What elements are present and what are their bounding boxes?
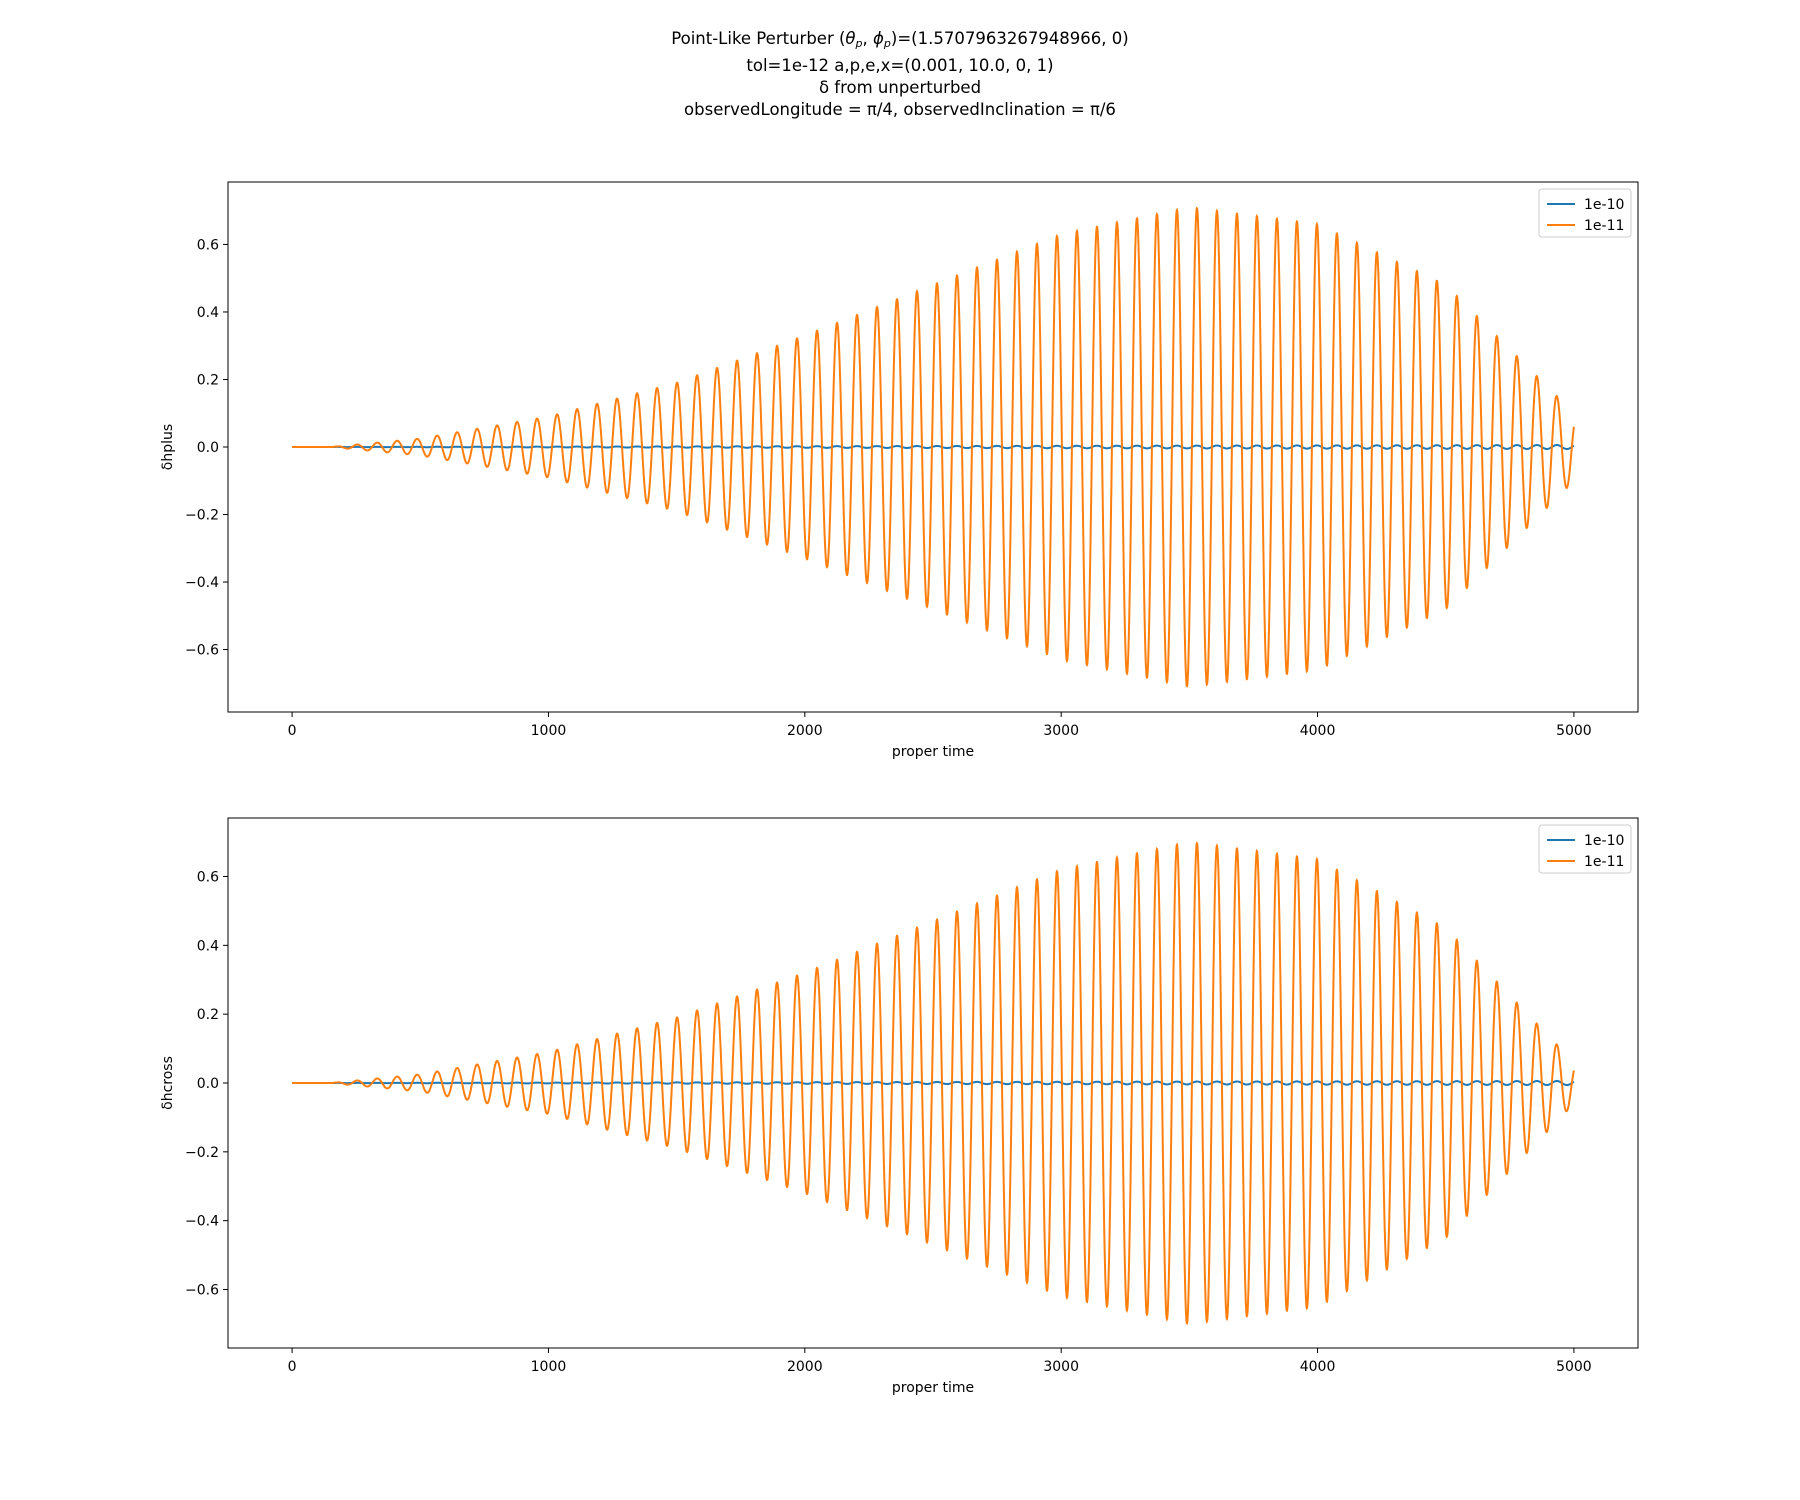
legend-label-1e-10: 1e-10 <box>1584 833 1624 849</box>
title-line-1: Point-Like Perturber (θp, ϕp)=(1.5707963… <box>671 29 1129 50</box>
y-tick-label: 0.2 <box>197 1007 219 1023</box>
x-tick-label: 4000 <box>1300 723 1336 739</box>
x-axis-label: proper time <box>892 744 974 760</box>
x-tick-label: 1000 <box>531 1359 567 1375</box>
x-tick-label: 1000 <box>531 723 567 739</box>
legend-label-1e-11: 1e-11 <box>1584 218 1624 234</box>
y-tick-label: −0.4 <box>185 575 219 591</box>
y-tick-label: 0.4 <box>197 305 219 321</box>
y-tick-label: 0.6 <box>197 237 219 253</box>
y-tick-label: −0.2 <box>185 508 219 524</box>
y-tick-label: 0.0 <box>197 440 219 456</box>
title-line-2: tol=1e-12 a,p,e,x=(0.001, 10.0, 0, 1) <box>746 56 1054 75</box>
y-tick-label: −0.4 <box>185 1214 219 1230</box>
x-tick-label: 2000 <box>787 723 823 739</box>
x-tick-label: 2000 <box>787 1359 823 1375</box>
x-tick-label: 3000 <box>1043 723 1079 739</box>
series-line-1e-10 <box>292 444 1575 451</box>
series-line-1e-11 <box>292 841 1575 1326</box>
y-tick-label: 0.0 <box>197 1076 219 1092</box>
legend: 1e-10 1e-11 <box>1538 824 1632 874</box>
chart-panel-1: 0 1000 2000 3000 4000 5000 −0.6 −0.4 −0.2 0.0 0.2 0… <box>160 181 1639 760</box>
y-tick-label: 0.6 <box>197 870 219 886</box>
x-tick-label: 0 <box>288 723 297 739</box>
series-line-1e-11 <box>292 206 1575 688</box>
y-tick-label: −0.2 <box>185 1145 219 1161</box>
title-line-3: δ from unperturbed <box>818 78 982 97</box>
x-tick-label: 3000 <box>1043 1359 1079 1375</box>
x-tick-label: 5000 <box>1556 723 1592 739</box>
x-tick-label: 5000 <box>1556 1359 1592 1375</box>
y-axis-label: δhplus <box>160 424 176 470</box>
legend: 1e-10 1e-11 <box>1538 188 1632 238</box>
y-tick-label: 0.2 <box>197 372 219 388</box>
title-line-4: observedLongitude = π/4, observedInclina… <box>684 100 1116 119</box>
series-line-1e-10 <box>292 1079 1575 1087</box>
x-tick-label: 0 <box>288 1359 297 1375</box>
chart-panel-2: 0 1000 2000 3000 4000 5000 −0.6 −0.4 −0.2 0.0 0.2 0… <box>160 817 1639 1396</box>
figure-title: Point-Like Perturber (θp, ϕp)=(1.5707963… <box>0 28 1800 121</box>
y-tick-label: −0.6 <box>185 643 219 659</box>
legend-label-1e-11: 1e-11 <box>1584 854 1624 870</box>
legend-label-1e-10: 1e-10 <box>1584 197 1624 213</box>
y-tick-label: −0.6 <box>185 1282 219 1298</box>
y-axis-label: δhcross <box>160 1056 176 1110</box>
x-tick-label: 4000 <box>1300 1359 1336 1375</box>
x-axis-label: proper time <box>892 1380 974 1396</box>
y-tick-label: 0.4 <box>197 938 219 954</box>
